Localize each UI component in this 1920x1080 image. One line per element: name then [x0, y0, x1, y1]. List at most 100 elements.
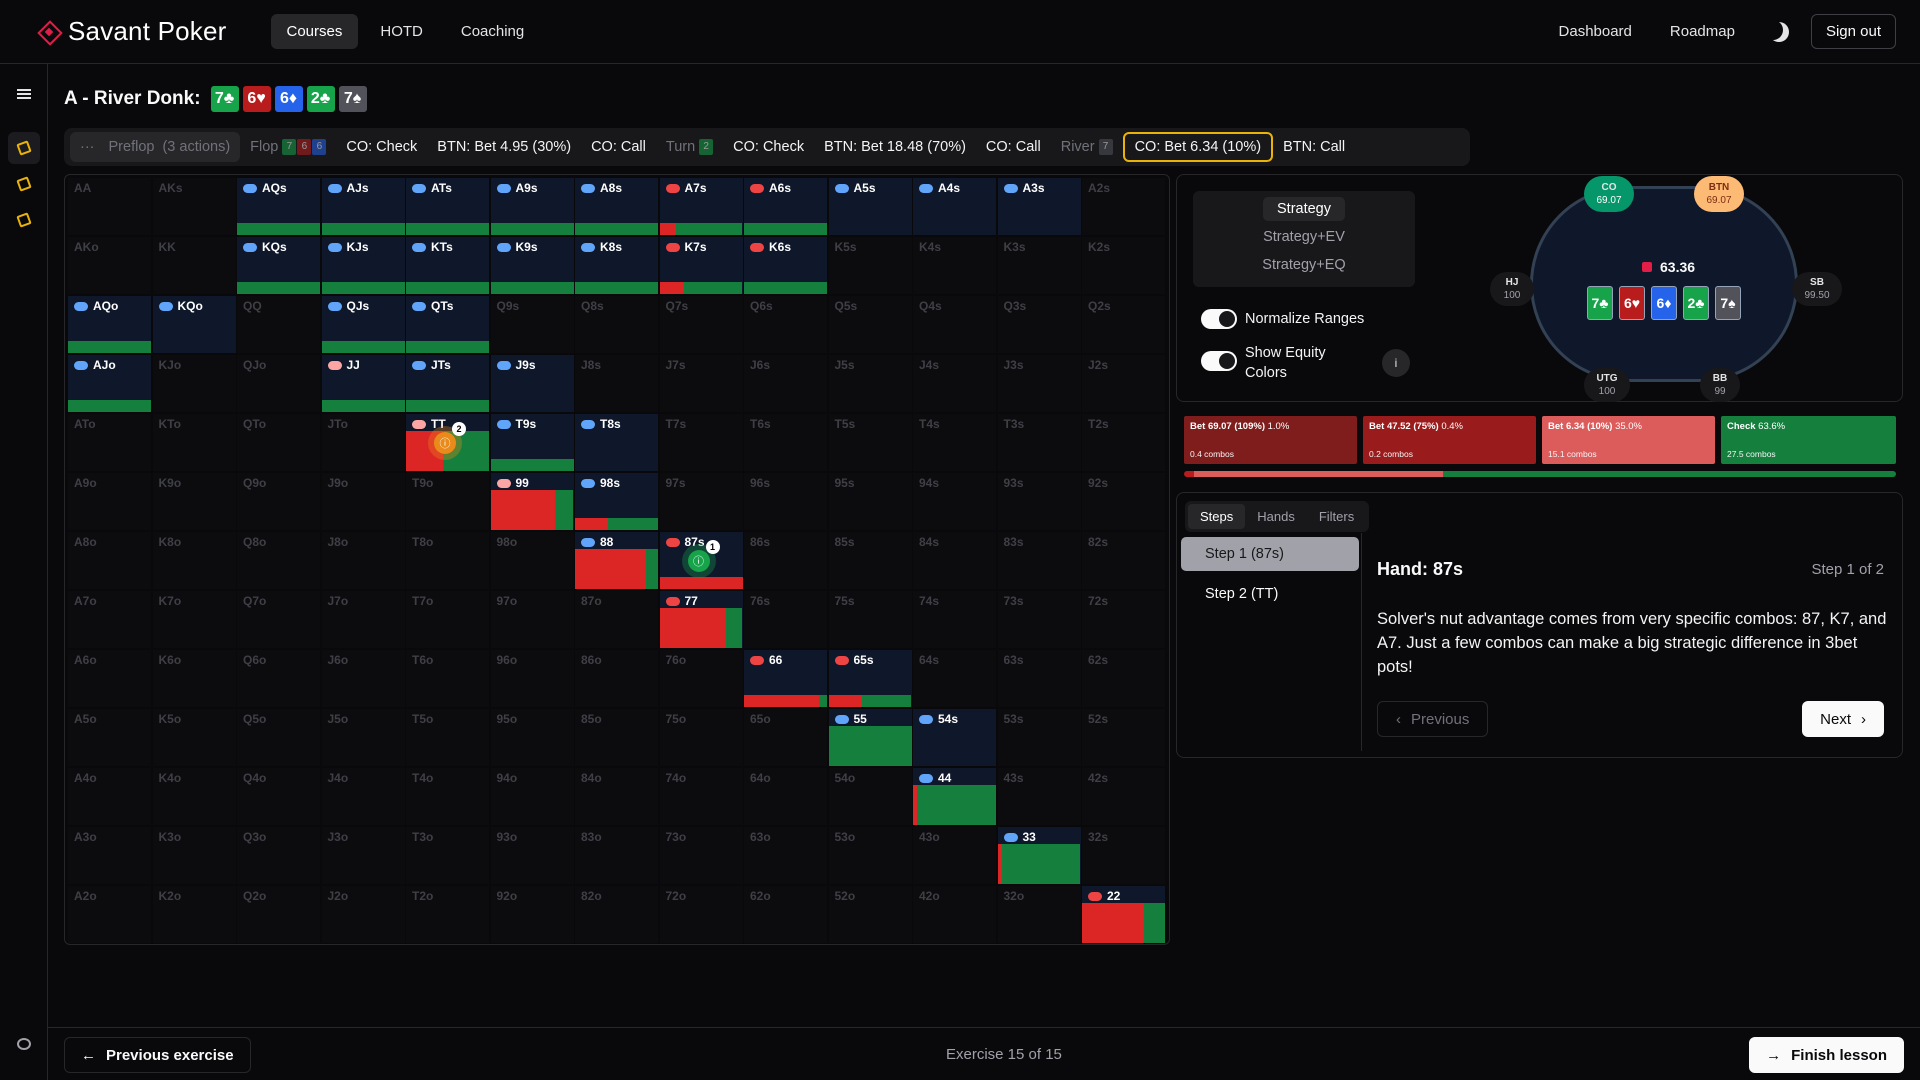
hand-cell-Q7o[interactable]: Q7o — [237, 591, 320, 648]
hand-cell-87s[interactable]: 87s ⓘ 1 — [659, 532, 743, 589]
moon-icon[interactable] — [1769, 22, 1789, 42]
hand-cell-86o[interactable]: 86o — [575, 650, 658, 707]
hand-cell-K8o[interactable]: K8o — [152, 532, 236, 589]
hand-cell-ATs[interactable]: ATs — [406, 178, 489, 235]
sidebar-item-1[interactable] — [8, 132, 40, 164]
hand-cell-J3o[interactable]: J3o — [321, 827, 405, 884]
hand-cell-Q9s[interactable]: Q9s — [490, 296, 574, 353]
hand-cell-75s[interactable]: 75s — [828, 591, 912, 648]
hand-cell-32s[interactable]: 32s — [1082, 827, 1165, 884]
hand-cell-94o[interactable]: 94o — [490, 768, 574, 825]
hand-cell-94s[interactable]: 94s — [913, 473, 996, 530]
hand-cell-A6o[interactable]: A6o — [68, 650, 151, 707]
action-item[interactable]: BTN: Bet 4.95 (30%) — [437, 139, 572, 155]
step-item[interactable]: Step 1 (87s) — [1181, 537, 1359, 571]
action-item[interactable]: BTN: Call — [1283, 139, 1346, 155]
menu-button[interactable] — [8, 78, 40, 110]
hand-cell-T6s[interactable]: T6s — [744, 414, 827, 471]
strategy-ev-option[interactable]: Strategy+EV — [1263, 229, 1345, 245]
hand-cell-A5s[interactable]: A5s — [828, 178, 912, 235]
hand-cell-T2o[interactable]: T2o — [406, 886, 489, 943]
hand-cell-98o[interactable]: 98o — [490, 532, 574, 589]
hand-cell-44[interactable]: 44 — [913, 768, 996, 825]
hand-cell-K2s[interactable]: K2s — [1082, 237, 1165, 294]
hand-cell-83o[interactable]: 83o — [575, 827, 658, 884]
hand-cell-K3s[interactable]: K3s — [997, 237, 1081, 294]
hand-cell-Q8s[interactable]: Q8s — [575, 296, 658, 353]
nav-courses[interactable]: Courses — [270, 14, 359, 49]
action-item-selected[interactable]: CO: Bet 6.34 (10%) — [1122, 132, 1274, 162]
hand-cell-KQs[interactable]: KQs — [237, 237, 320, 294]
hand-cell-64s[interactable]: 64s — [913, 650, 996, 707]
hand-cell-97o[interactable]: 97o — [490, 591, 574, 648]
hand-cell-JTs[interactable]: JTs — [406, 355, 489, 412]
hand-cell-63o[interactable]: 63o — [744, 827, 827, 884]
hand-cell-A3o[interactable]: A3o — [68, 827, 151, 884]
hand-cell-63s[interactable]: 63s — [997, 650, 1081, 707]
hand-cell-K5o[interactable]: K5o — [152, 709, 236, 766]
step-marker-icon[interactable]: ⓘ — [687, 550, 710, 572]
hand-cell-87o[interactable]: 87o — [575, 591, 658, 648]
nav-roadmap[interactable]: Roadmap — [1669, 23, 1735, 40]
hand-cell-Q9o[interactable]: Q9o — [237, 473, 320, 530]
previous-exercise-button[interactable]: ← Previous exercise — [64, 1037, 251, 1073]
hand-cell-J5o[interactable]: J5o — [321, 709, 405, 766]
hand-cell-TT[interactable]: TT ⓘ 2 — [406, 414, 489, 471]
signout-button[interactable]: Sign out — [1810, 14, 1896, 49]
hand-cell-T3s[interactable]: T3s — [997, 414, 1081, 471]
equity-toggle[interactable] — [1201, 351, 1237, 371]
hand-cell-A2o[interactable]: A2o — [68, 886, 151, 943]
hand-cell-AA[interactable]: AA — [68, 178, 151, 235]
hand-cell-75o[interactable]: 75o — [659, 709, 743, 766]
hand-cell-T9s[interactable]: T9s — [490, 414, 574, 471]
hand-cell-64o[interactable]: 64o — [744, 768, 827, 825]
hand-cell-AKs[interactable]: AKs — [152, 178, 236, 235]
tab-filters[interactable]: Filters — [1318, 509, 1355, 524]
finish-lesson-button[interactable]: → Finish lesson — [1749, 1037, 1904, 1073]
hand-cell-93s[interactable]: 93s — [997, 473, 1081, 530]
hand-cell-J9s[interactable]: J9s — [490, 355, 574, 412]
info-icon[interactable]: i — [1382, 349, 1410, 377]
hand-cell-62o[interactable]: 62o — [744, 886, 827, 943]
hand-cell-84s[interactable]: 84s — [913, 532, 996, 589]
hand-cell-95o[interactable]: 95o — [490, 709, 574, 766]
next-button[interactable]: Next › — [1802, 701, 1884, 737]
hand-cell-Q3s[interactable]: Q3s — [997, 296, 1081, 353]
hand-cell-K4s[interactable]: K4s — [913, 237, 996, 294]
hand-cell-T2s[interactable]: T2s — [1082, 414, 1165, 471]
hand-cell-43o[interactable]: 43o — [913, 827, 996, 884]
hand-cell-53s[interactable]: 53s — [997, 709, 1081, 766]
hand-cell-K7s[interactable]: K7s — [659, 237, 743, 294]
hand-cell-QJo[interactable]: QJo — [237, 355, 320, 412]
hand-cell-QJs[interactable]: QJs — [321, 296, 405, 353]
hand-cell-A4o[interactable]: A4o — [68, 768, 151, 825]
strategy-option[interactable]: Strategy — [1263, 197, 1345, 221]
hand-cell-J7o[interactable]: J7o — [321, 591, 405, 648]
tab-hands[interactable]: Hands — [1257, 509, 1295, 524]
strategy-box[interactable]: Check 63.6% 27.5 combos — [1721, 416, 1896, 464]
hand-cell-Q2s[interactable]: Q2s — [1082, 296, 1165, 353]
hand-cell-K7o[interactable]: K7o — [152, 591, 236, 648]
hand-cell-98s[interactable]: 98s — [575, 473, 658, 530]
hand-cell-Q6o[interactable]: Q6o — [237, 650, 320, 707]
hand-cell-A8o[interactable]: A8o — [68, 532, 151, 589]
hand-cell-99[interactable]: 99 — [490, 473, 574, 530]
hand-cell-JTo[interactable]: JTo — [321, 414, 405, 471]
action-item[interactable]: CO: Call — [591, 139, 646, 155]
hand-cell-86s[interactable]: 86s — [744, 532, 827, 589]
hand-cell-77[interactable]: 77 — [659, 591, 743, 648]
hand-cell-62s[interactable]: 62s — [1082, 650, 1165, 707]
step-item[interactable]: Step 2 (TT) — [1205, 586, 1279, 602]
hand-cell-J2s[interactable]: J2s — [1082, 355, 1165, 412]
hand-cell-K2o[interactable]: K2o — [152, 886, 236, 943]
sidebar-item-3[interactable] — [8, 204, 40, 236]
hand-cell-33[interactable]: 33 — [997, 827, 1081, 884]
hand-cell-65o[interactable]: 65o — [744, 709, 827, 766]
hand-cell-QQ[interactable]: QQ — [237, 296, 320, 353]
hand-cell-Q5s[interactable]: Q5s — [828, 296, 912, 353]
nav-dashboard[interactable]: Dashboard — [1558, 23, 1632, 40]
hand-cell-AJs[interactable]: AJs — [321, 178, 405, 235]
hand-cell-55[interactable]: 55 — [828, 709, 912, 766]
hand-cell-A9s[interactable]: A9s — [490, 178, 574, 235]
hand-cell-JJ[interactable]: JJ — [321, 355, 405, 412]
